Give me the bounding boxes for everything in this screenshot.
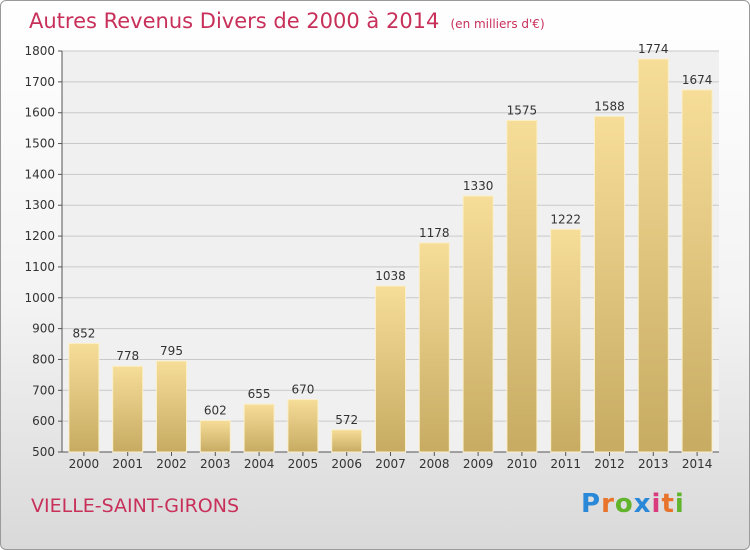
data-label: 572 — [335, 413, 358, 427]
y-tick-label: 1100 — [24, 260, 55, 274]
bar — [287, 399, 319, 453]
data-label: 602 — [204, 404, 227, 418]
data-label: 1674 — [682, 73, 713, 87]
chart-title: Autres Revenus Divers de 2000 à 2014 — [29, 9, 440, 33]
bar — [550, 228, 582, 453]
bar — [506, 119, 538, 453]
bar — [375, 285, 406, 453]
data-label: 1222 — [550, 212, 581, 226]
data-label: 778 — [116, 349, 139, 363]
data-label: 1588 — [594, 99, 625, 113]
y-tick-label: 1600 — [24, 106, 55, 120]
y-tick-label: 1500 — [24, 137, 55, 151]
data-label: 1774 — [638, 42, 669, 56]
x-tick-label: 2013 — [638, 457, 669, 471]
data-label: 1575 — [507, 103, 538, 117]
brand-letter: i — [674, 489, 685, 519]
data-label: 655 — [248, 387, 271, 401]
x-tick-label: 2007 — [375, 457, 406, 471]
x-tick-label: 2003 — [200, 457, 231, 471]
brand-letter: x — [633, 489, 652, 519]
x-tick-label: 2006 — [331, 457, 362, 471]
location-label: VIELLE-SAINT-GIRONS — [31, 495, 240, 517]
brand-letter: r — [601, 489, 615, 519]
y-tick-label: 1200 — [24, 229, 55, 243]
y-tick-label: 600 — [32, 414, 55, 428]
data-label: 670 — [291, 383, 314, 397]
x-tick-label: 2014 — [682, 457, 713, 471]
x-tick-label: 2011 — [550, 457, 581, 471]
y-tick-label: 1400 — [24, 167, 55, 181]
data-label: 795 — [160, 344, 183, 358]
x-tick-label: 2005 — [288, 457, 319, 471]
bar — [68, 342, 100, 453]
brand-letter: o — [614, 489, 634, 519]
y-tick-label: 1300 — [24, 198, 55, 212]
data-label: 1330 — [463, 179, 494, 193]
brand-logo: Proxiti — [581, 489, 685, 519]
bar — [199, 420, 231, 453]
brand-letter: i — [651, 489, 662, 519]
data-label: 1038 — [375, 269, 406, 283]
y-tick-label: 1700 — [24, 75, 55, 89]
bar — [637, 58, 669, 453]
unit-note: (en milliers d'€) — [450, 17, 545, 31]
x-tick-label: 2002 — [156, 457, 187, 471]
y-tick-label: 900 — [32, 322, 55, 336]
y-tick-label: 500 — [32, 445, 55, 459]
x-tick-label: 2000 — [69, 457, 100, 471]
bar — [418, 242, 450, 453]
brand-letter: P — [581, 489, 602, 519]
x-tick-label: 2010 — [507, 457, 538, 471]
x-tick-label: 2012 — [594, 457, 625, 471]
bar — [462, 195, 494, 453]
y-tick-label: 1800 — [24, 44, 55, 58]
x-tick-label: 2004 — [244, 457, 275, 471]
bar — [112, 365, 144, 453]
brand-letter: t — [661, 489, 675, 519]
data-label: 1178 — [419, 226, 450, 240]
bar — [681, 89, 713, 453]
title-row: Autres Revenus Divers de 2000 à 2014 (en… — [29, 9, 545, 33]
y-tick-label: 800 — [32, 352, 55, 366]
x-tick-label: 2001 — [112, 457, 143, 471]
x-tick-label: 2008 — [419, 457, 450, 471]
x-tick-label: 2009 — [463, 457, 494, 471]
bar — [594, 115, 625, 453]
bar — [243, 403, 275, 453]
bar — [331, 429, 363, 453]
bar — [156, 360, 187, 453]
y-tick-label: 1000 — [24, 291, 55, 305]
data-label: 852 — [72, 326, 95, 340]
y-tick-label: 700 — [32, 383, 55, 397]
